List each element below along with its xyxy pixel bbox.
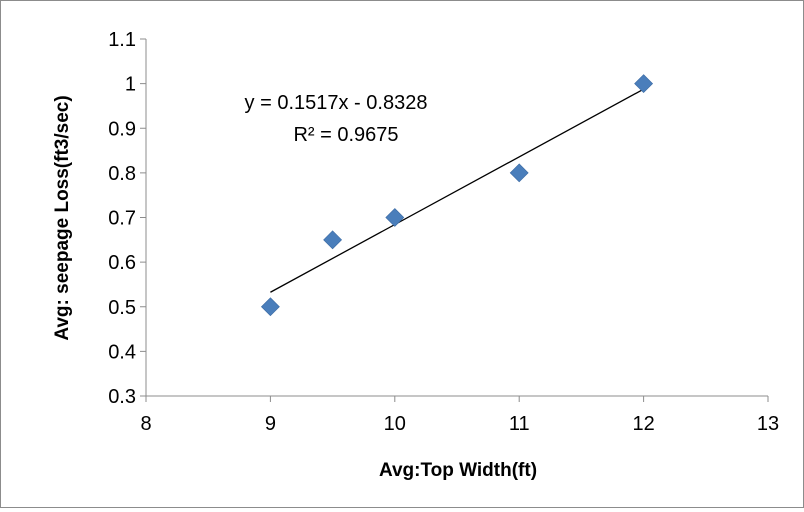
x-tick-label: 12: [632, 413, 654, 435]
trendline-equation: y = 0.1517x - 0.8328: [245, 92, 428, 114]
data-points: [260, 74, 654, 317]
axes: [145, 39, 768, 397]
x-axis-title: Avg:Top Width(ft): [379, 460, 537, 481]
y-tick-label: 0.4: [108, 341, 136, 363]
y-tick-label: 0.7: [108, 208, 136, 230]
x-tick-label: 9: [265, 413, 276, 435]
x-tick-label: 8: [140, 413, 151, 435]
y-tick-label: 0.9: [108, 118, 136, 140]
x-axis-ticks: 8 9 10 11 12 13: [140, 396, 779, 435]
data-point: [634, 74, 654, 94]
y-tick-label: 0.8: [108, 163, 136, 185]
data-point: [260, 297, 280, 317]
y-axis-ticks: 0.3 0.4 0.5 0.6 0.7 0.8 0.9 1 1.1: [108, 29, 146, 408]
trendline-r-squared: R² = 0.9675: [293, 124, 398, 146]
y-tick-label: 0.5: [108, 297, 136, 319]
y-tick-label: 0.3: [108, 386, 136, 408]
y-axis-title: Avg: seepage Loss(ft3/sec): [52, 95, 73, 340]
y-tick-label: 0.6: [108, 252, 136, 274]
x-tick-label: 13: [757, 413, 779, 435]
data-point: [323, 230, 343, 250]
x-tick-label: 11: [509, 413, 530, 435]
y-tick-label: 1: [125, 74, 136, 96]
x-tick-label: 10: [384, 413, 406, 435]
trendline: [270, 88, 644, 293]
data-point: [385, 208, 405, 227]
y-tick-label: 1.1: [108, 29, 136, 51]
data-point: [509, 163, 529, 183]
